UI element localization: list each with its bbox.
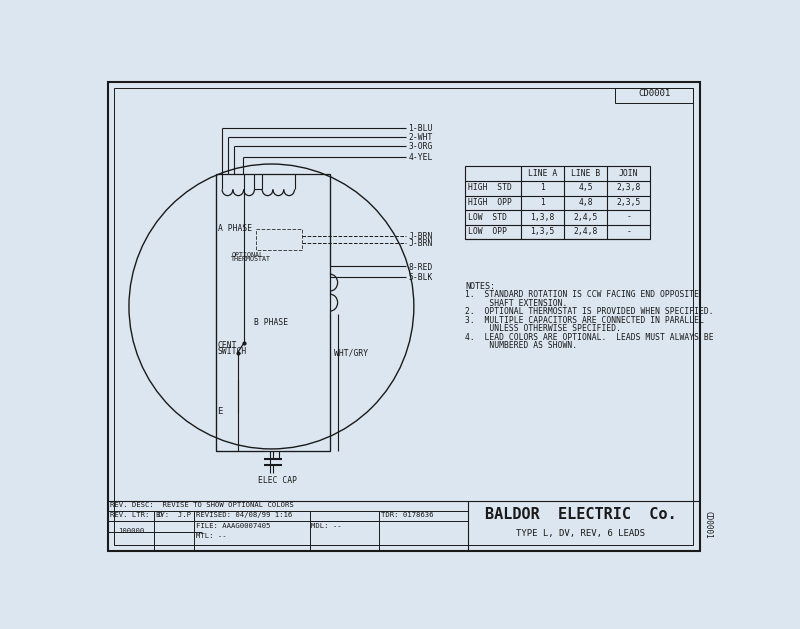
Text: -: -: [626, 213, 631, 221]
Text: CD0001: CD0001: [703, 511, 713, 538]
Bar: [256, 230, 302, 250]
Text: LINE B: LINE B: [571, 169, 600, 177]
Text: J-BRN: J-BRN: [409, 240, 433, 248]
Bar: [216, 174, 330, 451]
Text: HIGH  OPP: HIGH OPP: [468, 198, 512, 207]
Text: JOIN: JOIN: [619, 169, 638, 177]
Text: REV. LTR:  D: REV. LTR: D: [110, 512, 162, 518]
Text: 2,4,8: 2,4,8: [574, 227, 598, 236]
Text: LOW  STD: LOW STD: [468, 213, 506, 221]
Text: BY:  J.P: BY: J.P: [156, 512, 191, 518]
Text: 4.  LEAD COLORS ARE OPTIONAL.  LEADS MUST ALWAYS BE: 4. LEAD COLORS ARE OPTIONAL. LEADS MUST …: [466, 333, 714, 342]
Text: 1,3,5: 1,3,5: [530, 227, 554, 236]
Text: ELEC CAP: ELEC CAP: [258, 476, 297, 485]
Bar: [615, 88, 694, 103]
Text: -: -: [626, 227, 631, 236]
Bar: [466, 166, 650, 240]
Text: SHAFT EXTENSION.: SHAFT EXTENSION.: [466, 299, 568, 308]
Text: MTL: --: MTL: --: [196, 533, 226, 539]
Text: MDL: --: MDL: --: [311, 523, 342, 529]
Text: 1: 1: [540, 183, 545, 192]
Text: HIGH  STD: HIGH STD: [468, 183, 512, 192]
Text: A PHASE: A PHASE: [218, 224, 252, 233]
Text: 100000: 100000: [118, 528, 144, 534]
Text: WHT/GRY: WHT/GRY: [334, 349, 368, 358]
Text: REV. DESC:  REVISE TO SHOW OPTIONAL COLORS: REV. DESC: REVISE TO SHOW OPTIONAL COLOR…: [110, 502, 294, 508]
Text: 4-YEL: 4-YEL: [409, 153, 433, 162]
Text: 2,3,8: 2,3,8: [617, 183, 641, 192]
Text: FILE: AAAG0007405: FILE: AAAG0007405: [196, 523, 270, 529]
Text: E: E: [218, 406, 223, 416]
Text: 2-WHT: 2-WHT: [409, 133, 433, 142]
Text: CD0001: CD0001: [638, 89, 670, 98]
Text: OPTIONAL: OPTIONAL: [231, 252, 263, 258]
Text: BALDOR  ELECTRIC  Co.: BALDOR ELECTRIC Co.: [485, 507, 677, 521]
Text: 2.  OPTIONAL THERMOSTAT IS PROVIDED WHEN SPECIFIED.: 2. OPTIONAL THERMOSTAT IS PROVIDED WHEN …: [466, 307, 714, 316]
Text: 1,3,8: 1,3,8: [530, 213, 554, 221]
Text: 1: 1: [540, 198, 545, 207]
Text: 3.  MULTIPLE CAPACITORS ARE CONNECTED IN PARALLEL: 3. MULTIPLE CAPACITORS ARE CONNECTED IN …: [466, 316, 704, 325]
Text: LOW  OPP: LOW OPP: [468, 227, 506, 236]
Text: UNLESS OTHERWISE SPECIFIED.: UNLESS OTHERWISE SPECIFIED.: [466, 324, 622, 333]
Text: NOTES:: NOTES:: [466, 282, 495, 291]
Text: REVISED: 04/08/99 1:16: REVISED: 04/08/99 1:16: [196, 512, 292, 518]
Text: TYPE L, DV, REV, 6 LEADS: TYPE L, DV, REV, 6 LEADS: [517, 529, 646, 538]
Text: 1.  STANDARD ROTATION IS CCW FACING END OPPOSITE: 1. STANDARD ROTATION IS CCW FACING END O…: [466, 291, 699, 299]
Text: 4,8: 4,8: [578, 198, 593, 207]
Text: NUMBERED AS SHOWN.: NUMBERED AS SHOWN.: [466, 341, 578, 350]
Text: 2,3,5: 2,3,5: [617, 198, 641, 207]
Text: 4,5: 4,5: [578, 183, 593, 192]
Text: CENT: CENT: [218, 341, 237, 350]
Text: 3-ORG: 3-ORG: [409, 143, 433, 152]
Text: J-BRN: J-BRN: [409, 232, 433, 241]
Text: 1-BLU: 1-BLU: [409, 124, 433, 133]
Text: SWITCH: SWITCH: [218, 347, 246, 356]
Text: LINE A: LINE A: [528, 169, 557, 177]
Text: 8-RED: 8-RED: [409, 262, 433, 272]
Text: TDR: 0178636: TDR: 0178636: [381, 512, 434, 518]
Text: 2,4,5: 2,4,5: [574, 213, 598, 221]
Text: B PHASE: B PHASE: [254, 318, 289, 327]
Text: 5-BLK: 5-BLK: [409, 274, 433, 282]
Text: THERMOSTAT: THERMOSTAT: [231, 257, 271, 262]
